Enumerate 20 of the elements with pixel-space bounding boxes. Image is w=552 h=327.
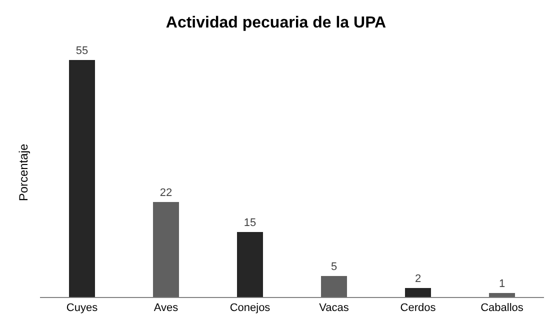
bar <box>237 232 263 297</box>
x-tick-label: Conejos <box>230 302 271 314</box>
data-label: 55 <box>76 45 88 57</box>
bar <box>405 288 431 297</box>
x-tick-label: Caballos <box>480 302 524 314</box>
x-tick-label: Aves <box>154 302 179 314</box>
data-label: 15 <box>244 217 256 229</box>
y-axis-title: Porcentaje <box>16 143 30 202</box>
bar <box>153 202 179 297</box>
bar <box>489 293 515 297</box>
data-label: 5 <box>330 261 338 273</box>
data-label: 2 <box>414 273 422 285</box>
x-tick-label: Vacas <box>319 302 350 314</box>
x-tick-label: Cuyes <box>66 302 98 314</box>
data-label: 1 <box>498 278 506 290</box>
bar <box>69 60 95 297</box>
bar <box>321 276 347 297</box>
chart-title: Actividad pecuaria de la UPA <box>166 14 387 32</box>
x-tick-label: Cerdos <box>400 302 436 314</box>
data-label: 22 <box>160 187 172 199</box>
